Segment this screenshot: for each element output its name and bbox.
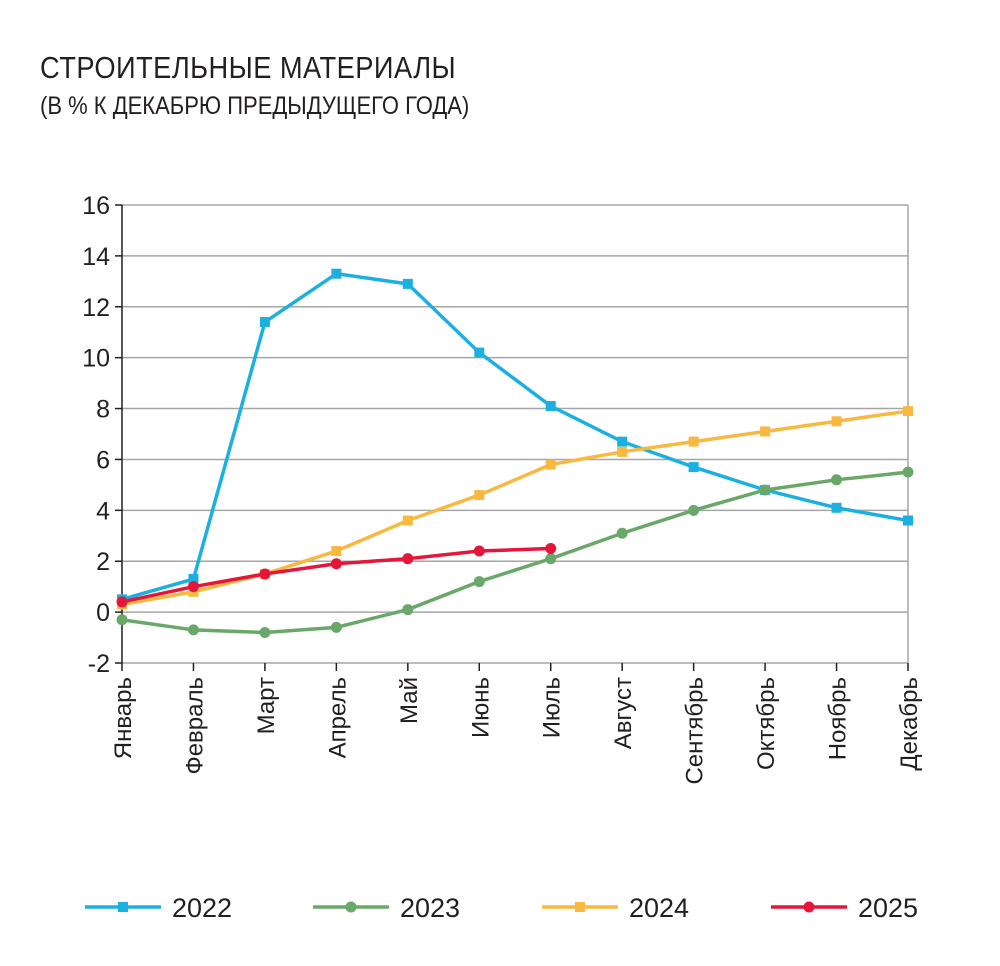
series-2023 <box>116 466 914 638</box>
data-point <box>688 462 699 473</box>
y-tick-label: 4 <box>96 497 110 525</box>
legend-marker <box>575 902 585 912</box>
series-line <box>121 409 909 607</box>
y-tick-label: 10 <box>82 345 110 373</box>
series-2022 <box>117 268 913 605</box>
data-point <box>402 278 413 289</box>
data-point <box>402 604 414 616</box>
x-tick-label: Апрель <box>324 677 351 758</box>
series-2025 <box>116 543 557 608</box>
y-tick-label: 2 <box>96 548 110 576</box>
data-point <box>259 626 271 638</box>
legend-marker <box>803 901 815 913</box>
y-tick-label: 0 <box>96 599 110 627</box>
data-point <box>187 581 199 593</box>
data-point <box>831 416 842 427</box>
chart-title: СТРОИТЕЛЬНЫЕ МАТЕРИАЛЫ <box>40 50 457 85</box>
data-point <box>831 474 843 486</box>
x-tick-label: Ноябрь <box>825 677 852 760</box>
x-tick-label: Октябрь <box>753 677 780 770</box>
data-point <box>259 317 270 328</box>
y-tick-label: 12 <box>82 294 110 322</box>
data-point <box>759 484 771 496</box>
y-tick-label: 8 <box>96 396 110 424</box>
data-point <box>688 436 699 447</box>
data-point <box>402 553 414 565</box>
data-point <box>473 545 485 557</box>
data-point <box>616 527 628 539</box>
x-tick-label: Июль <box>539 677 566 738</box>
y-tick-label: -2 <box>88 650 110 678</box>
data-point <box>331 268 342 279</box>
data-point <box>903 406 913 417</box>
data-point <box>473 576 485 588</box>
series-line <box>121 470 909 635</box>
data-point <box>259 568 271 580</box>
x-tick-label: Июнь <box>467 677 494 738</box>
chart-subtitle: (В % К ДЕКАБРЮ ПРЕДЫДУЩЕГО ГОДА) <box>40 92 470 120</box>
data-point <box>402 515 413 526</box>
data-point <box>474 490 485 501</box>
x-tick-label: Январь <box>110 677 137 759</box>
legend-label: 2025 <box>858 893 918 923</box>
data-point <box>545 459 556 470</box>
data-point <box>474 347 485 358</box>
legend-label: 2022 <box>172 893 232 923</box>
data-point <box>617 446 628 457</box>
data-point <box>187 624 199 636</box>
data-point <box>902 466 914 478</box>
data-point <box>330 558 342 570</box>
x-tick-label: Март <box>253 677 280 734</box>
series-line <box>121 271 909 602</box>
data-point <box>903 515 913 526</box>
legend-item-2025: 2025 <box>771 893 918 923</box>
x-tick-label: Сентябрь <box>682 677 709 785</box>
data-point <box>760 426 771 437</box>
y-tick-label: 16 <box>82 192 110 220</box>
data-point <box>545 553 557 565</box>
legend-item-2022: 2022 <box>85 893 232 923</box>
data-point <box>116 614 128 626</box>
x-tick-label: Август <box>610 677 637 749</box>
legend-label: 2024 <box>629 893 689 923</box>
y-tick-label: 14 <box>82 243 110 271</box>
data-point <box>116 596 128 608</box>
y-tick-label: 6 <box>96 446 110 474</box>
data-point <box>831 502 842 513</box>
data-point <box>617 436 628 447</box>
data-point <box>331 546 342 557</box>
legend-label: 2023 <box>400 893 460 923</box>
data-point <box>188 574 199 585</box>
data-point <box>545 401 556 412</box>
x-tick-label: Май <box>396 677 423 724</box>
legend-marker <box>345 901 357 913</box>
data-point <box>688 504 700 516</box>
legend-item-2024: 2024 <box>542 893 689 923</box>
legend-marker <box>118 902 128 912</box>
legend-item-2023: 2023 <box>313 893 460 923</box>
data-point <box>330 621 342 633</box>
x-tick-label: Декабрь <box>896 677 923 771</box>
data-point <box>545 543 557 554</box>
x-tick-label: Февраль <box>181 677 208 775</box>
